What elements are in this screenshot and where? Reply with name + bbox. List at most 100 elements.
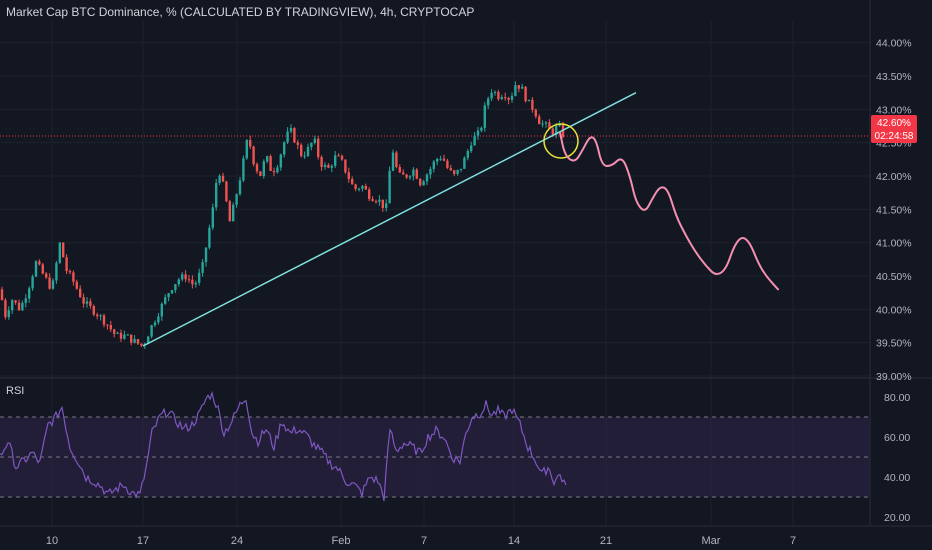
- candle-down: [252, 146, 255, 165]
- candle-down: [65, 257, 68, 272]
- candle-down: [296, 142, 299, 145]
- candle-up: [28, 288, 31, 299]
- candle-up: [31, 276, 34, 289]
- candle-up: [218, 175, 221, 183]
- candle-down: [41, 264, 44, 274]
- candle-up: [436, 158, 439, 162]
- rsi-label: RSI: [6, 385, 25, 397]
- candle-up: [126, 334, 129, 336]
- candle-up: [303, 155, 306, 157]
- rsi-tick-label: 20.00: [884, 512, 910, 524]
- price-tick-label: 43.50%: [876, 71, 912, 83]
- candle-down: [269, 156, 272, 171]
- candle-down: [327, 164, 330, 168]
- time-tick-label: Mar: [702, 535, 721, 547]
- candle-down: [354, 184, 357, 189]
- candle-up: [153, 322, 157, 326]
- candle-up: [232, 204, 235, 222]
- rsi-axis[interactable]: 80.00 60.00 40.00 20.00: [884, 392, 910, 524]
- candle-up: [483, 105, 486, 128]
- candle-up: [242, 158, 245, 181]
- candle-up: [330, 165, 333, 168]
- candle-down: [259, 171, 262, 177]
- time-axis[interactable]: 10 17 24 Feb 7 14 21 Mar 7: [46, 535, 796, 547]
- price-tick-label: 40.00%: [876, 304, 912, 316]
- price-tick-label: 43.00%: [876, 104, 912, 116]
- candle-up: [204, 247, 208, 263]
- candle-up: [123, 334, 126, 339]
- candle-down: [92, 306, 95, 315]
- candle-up: [459, 168, 463, 170]
- candle-up: [160, 303, 163, 317]
- candle-down: [446, 160, 449, 169]
- candle-down: [130, 334, 133, 343]
- candle-up: [201, 262, 204, 273]
- candle-down: [14, 300, 17, 303]
- candle-down: [4, 300, 7, 318]
- candle-down: [442, 158, 446, 161]
- candle-down: [497, 91, 500, 100]
- candle-up: [99, 315, 102, 317]
- candle-down: [344, 159, 347, 173]
- rsi-series: [0, 390, 567, 502]
- price-tag-countdown: 02:24:58: [875, 131, 914, 142]
- candle-up: [432, 161, 435, 169]
- candle-up: [198, 272, 201, 283]
- candle-up: [238, 180, 242, 195]
- candle-down: [548, 122, 551, 129]
- price-tick-label: 42.00%: [876, 171, 912, 183]
- candle-up: [150, 325, 153, 337]
- projection-path: [559, 131, 779, 291]
- candle-up: [51, 280, 55, 289]
- candles: [0, 81, 565, 350]
- candle-down: [381, 199, 384, 208]
- candle-up: [487, 98, 490, 106]
- candle-down: [68, 271, 72, 273]
- candle-down: [517, 85, 520, 89]
- candle-down: [337, 155, 340, 157]
- candle-up: [170, 290, 174, 294]
- candle-down: [96, 314, 99, 317]
- candle-up: [422, 181, 425, 186]
- candle-down: [534, 109, 537, 117]
- candle-down: [347, 172, 350, 180]
- candle-up: [177, 279, 180, 285]
- candle-up: [357, 188, 361, 190]
- candle-down: [551, 128, 554, 135]
- candle-up: [429, 168, 432, 175]
- rsi-tick-label: 40.00: [884, 472, 910, 484]
- candle-up: [385, 203, 388, 208]
- candle-down: [45, 273, 48, 278]
- candle-down: [89, 301, 92, 307]
- candle-up: [541, 123, 544, 125]
- candle-down: [374, 201, 378, 203]
- candle-up: [194, 282, 197, 285]
- candle-up: [208, 227, 211, 248]
- candle-down: [300, 144, 303, 157]
- time-tick-label: 21: [600, 535, 612, 547]
- candle-down: [531, 99, 534, 110]
- candle-up: [323, 164, 327, 168]
- candle-down: [140, 343, 143, 346]
- candle-down: [106, 324, 109, 326]
- candle-up: [361, 185, 364, 189]
- candle-up: [514, 85, 517, 96]
- price-axis[interactable]: 44.00%43.50%43.00%42.50%42.00%41.50%41.0…: [876, 38, 912, 383]
- candle-up: [167, 293, 170, 298]
- candle-up: [164, 297, 167, 304]
- candle-down: [17, 302, 21, 311]
- candle-up: [388, 170, 391, 204]
- candle-down: [364, 185, 367, 190]
- time-tick-label: 17: [137, 535, 149, 547]
- candle-down: [351, 179, 354, 185]
- candle-down: [402, 172, 405, 175]
- candle-up: [133, 339, 136, 343]
- rsi-line: [0, 390, 567, 502]
- price-tick-label: 39.50%: [876, 338, 912, 350]
- candle-up: [544, 122, 548, 124]
- candle-up: [306, 147, 310, 156]
- candle-down: [249, 140, 252, 147]
- rsi-tick-label: 60.00: [884, 432, 910, 444]
- candle-up: [510, 95, 514, 100]
